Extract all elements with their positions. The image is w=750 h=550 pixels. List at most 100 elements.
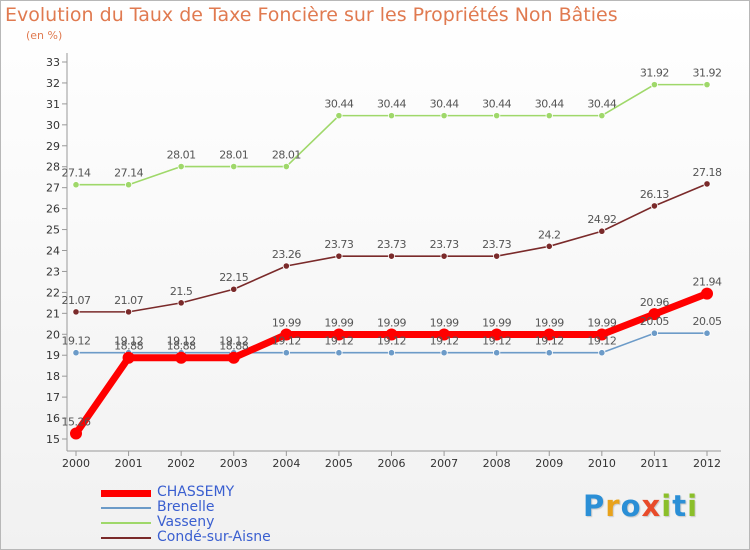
data-label: 20.96 bbox=[640, 296, 669, 309]
y-tick-label: 26 bbox=[46, 203, 60, 216]
data-point bbox=[332, 328, 345, 341]
data-label: 27.18 bbox=[693, 166, 722, 179]
data-point bbox=[598, 349, 606, 357]
x-tick-label: 2000 bbox=[62, 457, 90, 470]
y-tick-label: 20 bbox=[46, 328, 60, 341]
data-point bbox=[72, 349, 80, 357]
data-label: 23.73 bbox=[324, 238, 353, 251]
data-label: 19.99 bbox=[272, 316, 301, 329]
data-point bbox=[280, 328, 293, 341]
data-point bbox=[545, 349, 553, 357]
data-label: 30.44 bbox=[324, 98, 353, 111]
data-label: 19.12 bbox=[587, 335, 616, 348]
y-tick-label: 25 bbox=[46, 224, 60, 237]
x-tick-label: 2010 bbox=[588, 457, 616, 470]
data-point bbox=[650, 202, 659, 210]
y-tick-label: 19 bbox=[46, 349, 60, 362]
x-tick-label: 2011 bbox=[640, 457, 668, 470]
x-tick-label: 2007 bbox=[430, 457, 458, 470]
y-tick-label: 23 bbox=[46, 265, 60, 278]
data-point bbox=[703, 180, 711, 188]
y-tick-label: 21 bbox=[46, 307, 60, 320]
data-label: 31.92 bbox=[640, 67, 669, 80]
data-point bbox=[703, 81, 711, 89]
data-label: 19.12 bbox=[430, 335, 459, 348]
logo-letter: r bbox=[605, 489, 621, 523]
data-point bbox=[282, 349, 290, 357]
data-point bbox=[122, 351, 135, 364]
y-tick-label: 22 bbox=[46, 286, 60, 299]
data-point bbox=[701, 287, 713, 300]
y-tick-label: 17 bbox=[46, 391, 60, 404]
data-point bbox=[230, 162, 238, 171]
y-tick-label: 15 bbox=[46, 433, 60, 446]
data-label: 31.92 bbox=[693, 67, 722, 80]
legend-swatch bbox=[101, 522, 151, 524]
logo-letter: i bbox=[661, 489, 673, 523]
data-point bbox=[545, 242, 553, 250]
y-tick-label: 18 bbox=[46, 370, 60, 383]
data-point bbox=[70, 427, 82, 440]
data-label: 19.12 bbox=[114, 335, 143, 348]
x-tick-label: 2004 bbox=[272, 457, 300, 470]
data-label: 28.01 bbox=[167, 149, 196, 162]
data-label: 21.07 bbox=[114, 294, 143, 307]
y-tick-label: 28 bbox=[46, 161, 60, 174]
data-point bbox=[177, 162, 185, 171]
y-tick-label: 27 bbox=[46, 182, 60, 195]
legend-label: CHASSEMY bbox=[157, 484, 235, 500]
data-point bbox=[650, 329, 659, 337]
data-point bbox=[440, 252, 448, 260]
data-label: 28.01 bbox=[272, 149, 301, 162]
data-label: 23.73 bbox=[430, 238, 459, 251]
x-tick-label: 2009 bbox=[535, 457, 563, 470]
legend-swatch bbox=[101, 507, 151, 509]
data-label: 19.99 bbox=[430, 316, 459, 329]
data-point bbox=[175, 351, 188, 364]
data-point bbox=[335, 349, 343, 357]
data-point bbox=[282, 262, 290, 270]
logo-letter: P bbox=[583, 489, 606, 523]
data-label: 27.14 bbox=[62, 167, 91, 180]
x-tick-label: 2008 bbox=[483, 457, 511, 470]
data-point bbox=[282, 162, 290, 171]
data-point bbox=[493, 349, 501, 357]
data-point bbox=[490, 328, 503, 341]
y-tick-label: 16 bbox=[46, 412, 60, 425]
data-point bbox=[385, 328, 398, 341]
data-label: 18.88 bbox=[219, 340, 248, 353]
data-label: 19.99 bbox=[377, 316, 406, 329]
y-tick-label: 32 bbox=[46, 77, 60, 90]
data-point bbox=[493, 112, 501, 120]
data-label: 18.88 bbox=[167, 340, 196, 353]
chart-title: Evolution du Taux de Taxe Foncière sur l… bbox=[5, 4, 618, 26]
y-tick-label: 29 bbox=[46, 140, 60, 153]
data-label: 19.12 bbox=[324, 335, 353, 348]
data-label: 27.14 bbox=[114, 167, 143, 180]
data-point bbox=[543, 328, 556, 341]
data-label: 22.15 bbox=[219, 271, 248, 284]
y-tick-label: 31 bbox=[46, 98, 60, 111]
data-label: 19.12 bbox=[272, 335, 301, 348]
logo-letter: i bbox=[687, 489, 699, 523]
x-tick-label: 2002 bbox=[167, 457, 195, 470]
x-tick-label: 2012 bbox=[693, 457, 721, 470]
y-unit-label: (en %) bbox=[26, 29, 63, 42]
data-label: 20.05 bbox=[693, 315, 722, 328]
data-label: 30.44 bbox=[587, 98, 616, 111]
logo-letter: x bbox=[641, 489, 662, 523]
y-tick-label: 30 bbox=[46, 119, 60, 132]
legend-label: Vasseny bbox=[157, 514, 215, 530]
data-point bbox=[335, 112, 343, 120]
data-point bbox=[387, 349, 396, 357]
data-label: 19.12 bbox=[482, 335, 511, 348]
data-point bbox=[438, 328, 451, 341]
data-point bbox=[440, 349, 448, 357]
data-point bbox=[493, 252, 501, 260]
data-label: 26.13 bbox=[640, 188, 669, 201]
data-point bbox=[440, 112, 448, 120]
data-point bbox=[648, 308, 661, 321]
x-tick-label: 2003 bbox=[220, 457, 248, 470]
data-point bbox=[598, 227, 606, 235]
